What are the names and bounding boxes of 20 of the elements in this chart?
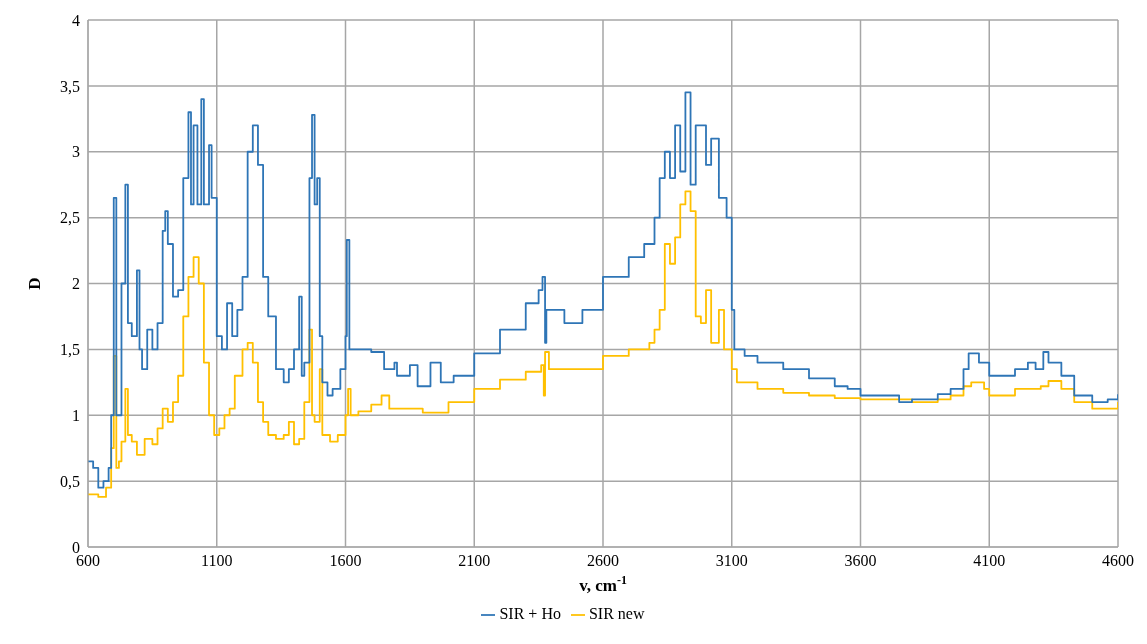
y-tick-label: 3	[72, 143, 80, 161]
y-axis-title: D	[25, 277, 44, 290]
legend-label: SIR new	[588, 605, 645, 622]
x-tick-label: 1600	[329, 552, 362, 570]
x-axis-title: v, cm$^{-1}$	[579, 573, 627, 595]
legend-label: SIR + Ho	[499, 605, 561, 622]
y-tick-label: 1,5	[60, 341, 80, 359]
y-tick-label: 0,5	[60, 472, 80, 490]
x-tick-label: 4600	[1102, 552, 1134, 570]
y-tick-label: 3,5	[60, 77, 80, 95]
y-tick-label: 2	[72, 275, 80, 293]
x-tick-label: 2600	[587, 552, 619, 570]
x-tick-label: 1100	[201, 552, 233, 570]
y-tick-label: 4	[72, 11, 80, 29]
x-tick-label: 4100	[973, 552, 1006, 570]
x-tick-label: 2100	[458, 552, 491, 570]
y-tick-label: 2,5	[60, 209, 80, 227]
x-tick-label: 3600	[844, 552, 877, 570]
x-tick-label: 3100	[715, 552, 748, 570]
y-tick-label: 1	[72, 406, 80, 424]
